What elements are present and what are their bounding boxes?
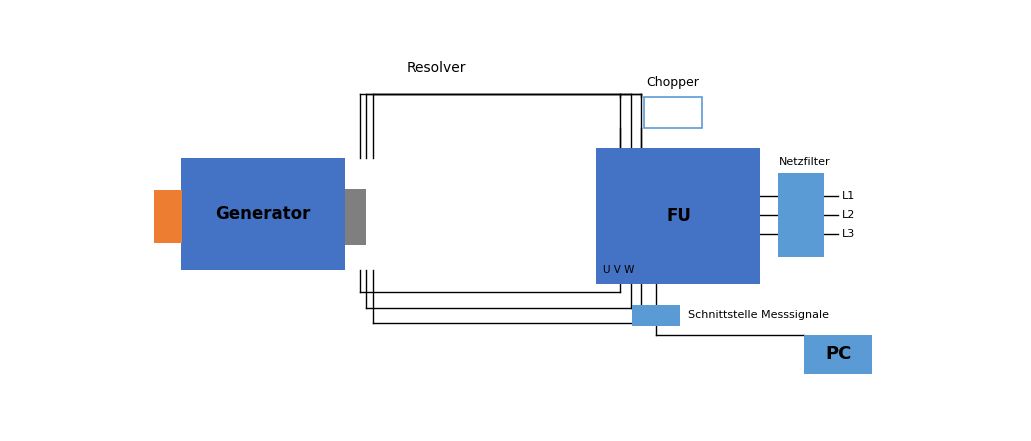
Text: Resolver: Resolver [407,61,466,75]
Bar [155,191,181,243]
Text: Chopper: Chopper [646,75,699,89]
Text: L2: L2 [841,210,855,220]
Text: U V W: U V W [603,265,634,275]
Text: L3: L3 [841,229,855,239]
Text: Schnittstelle Messsignale: Schnittstelle Messsignale [689,310,829,321]
Bar [632,305,680,326]
Text: Generator: Generator [215,205,310,223]
Bar [180,158,344,270]
Bar [644,97,702,127]
Text: PC: PC [825,345,852,363]
Text: L1: L1 [841,191,855,202]
Text: FU: FU [666,207,691,225]
Bar [596,148,760,284]
Bar [777,173,824,257]
Bar [804,335,872,374]
Bar [344,189,366,245]
Text: Netzfilter: Netzfilter [778,157,830,167]
